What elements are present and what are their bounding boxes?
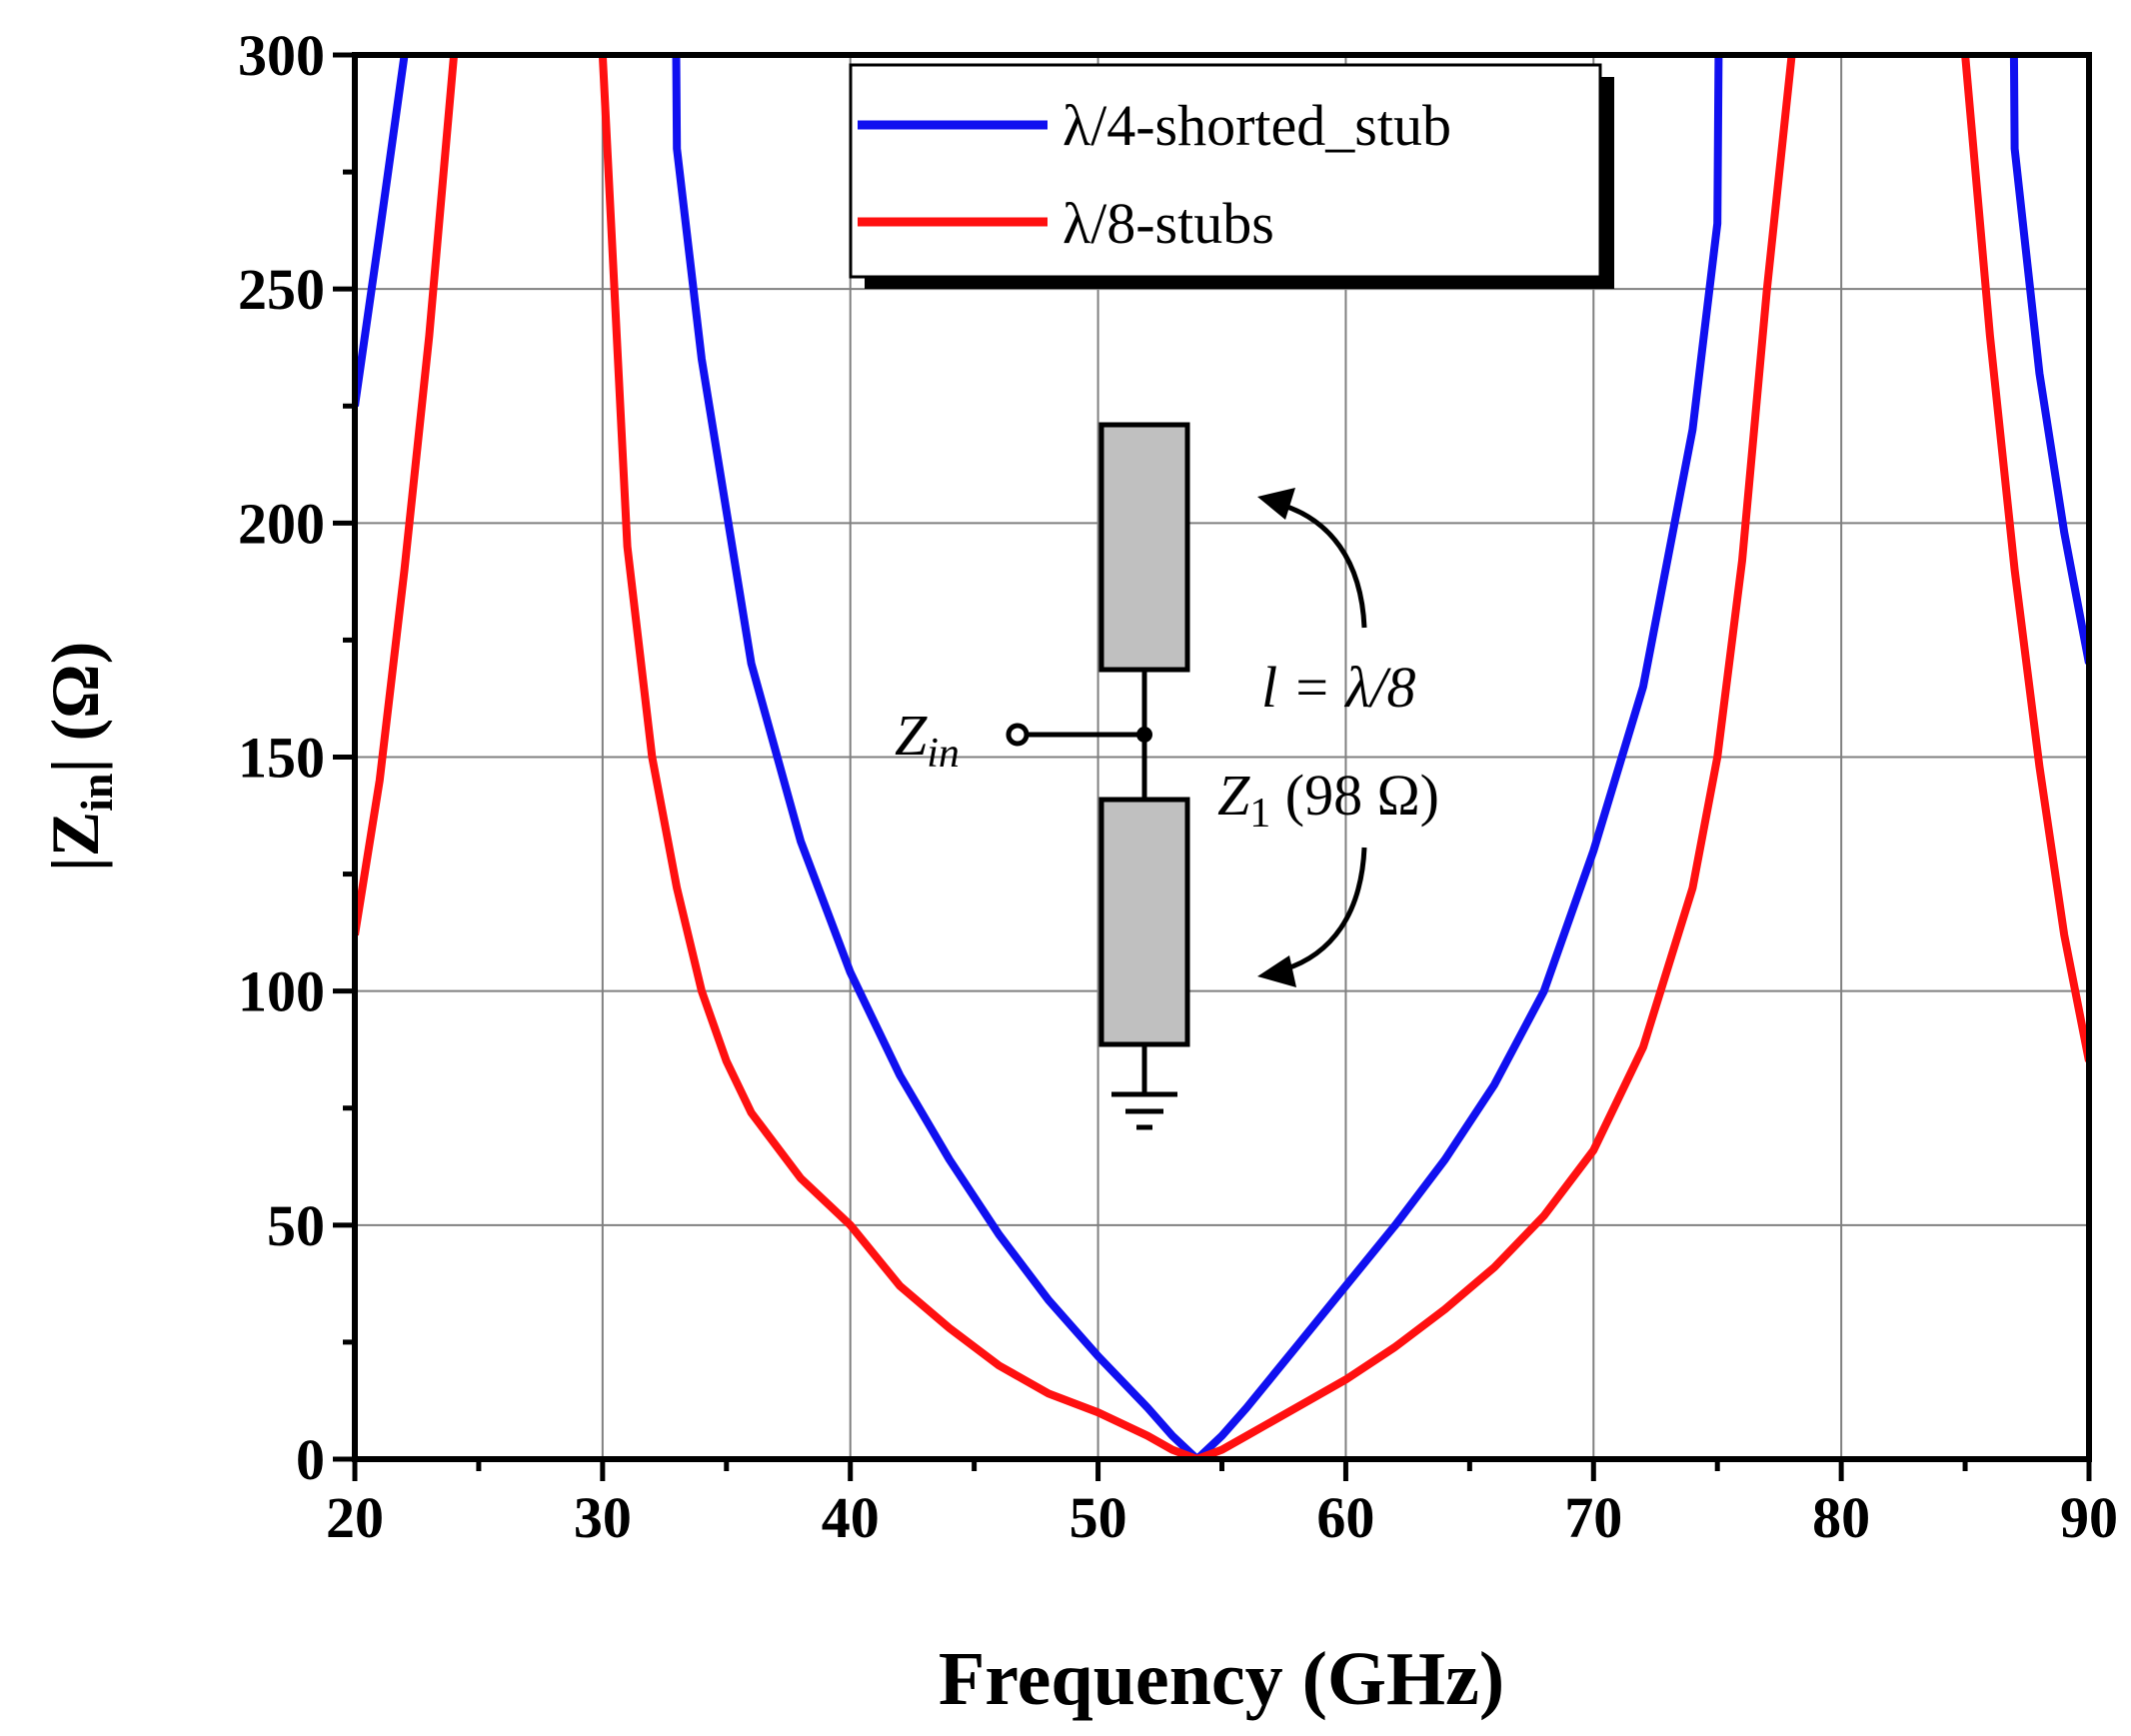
grid — [355, 55, 2089, 1459]
legend: λ/4-shorted_stub λ/8-stubs — [849, 63, 1614, 289]
x-tick-labels: 20 30 40 50 60 70 80 90 — [326, 1485, 2118, 1550]
circuit-inset: Zin l = λ/8 Z1 (98 Ω) — [895, 422, 1439, 1130]
x-tick-label: 80 — [1812, 1485, 1870, 1550]
junction-dot — [1136, 727, 1152, 743]
y-tick-label: 100 — [238, 959, 325, 1024]
y-tick-label: 0 — [296, 1427, 325, 1492]
x-tick-label: 20 — [326, 1485, 384, 1550]
series-line-0 — [355, 55, 2089, 1459]
x-tick-label: 40 — [822, 1485, 880, 1550]
x-tick-label: 70 — [1564, 1485, 1622, 1550]
legend-box — [849, 63, 1602, 279]
upper-stub-block — [1098, 422, 1190, 673]
x-tick-label: 30 — [574, 1485, 632, 1550]
y-tick-labels: 0 50 100 150 200 250 300 — [238, 23, 325, 1492]
x-tick-label: 50 — [1069, 1485, 1127, 1550]
series-line-1 — [355, 55, 2089, 1459]
lower-stub-block — [1098, 797, 1190, 1047]
y-axis-title: |Zin| (Ω) — [37, 642, 122, 871]
x-tick-label: 90 — [2060, 1485, 2118, 1550]
input-port-terminal — [1006, 723, 1030, 747]
y-tick-label: 300 — [238, 23, 325, 88]
arrow-up-curve — [1280, 502, 1367, 629]
arrow-up-head — [1257, 488, 1295, 520]
input-impedance-label: Zin — [895, 703, 960, 777]
x-axis-title: Frequency (GHz) — [939, 1637, 1504, 1721]
y-tick-label: 150 — [238, 726, 325, 791]
y-tick-label: 250 — [238, 257, 325, 322]
legend-label-shorted-stub: λ/4-shorted_stub — [1063, 93, 1451, 158]
y-tick-label: 200 — [238, 491, 325, 556]
arrow-down-head — [1257, 955, 1296, 987]
x-tick-label: 60 — [1316, 1485, 1374, 1550]
y-tick-label: 50 — [267, 1193, 325, 1258]
legend-label-eighth-stubs: λ/8-stubs — [1063, 191, 1274, 256]
stub-length-label: l = λ/8 — [1261, 655, 1416, 720]
arrow-down-curve — [1283, 847, 1367, 972]
stub-impedance-label: Z1 (98 Ω) — [1217, 763, 1439, 837]
axis-ticks — [333, 52, 2092, 1481]
plot-lines — [355, 55, 2089, 1459]
